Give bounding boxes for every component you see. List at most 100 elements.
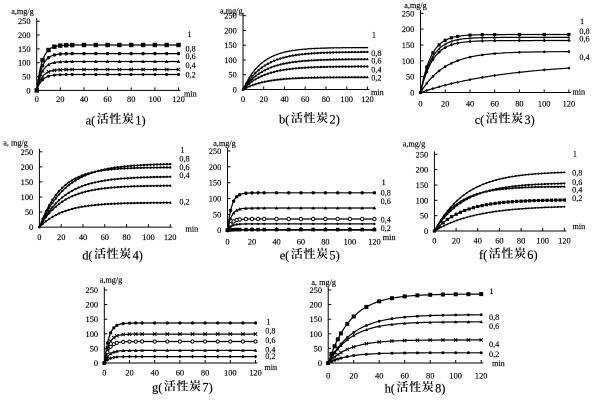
svg-text:0,2: 0,2 <box>179 197 189 206</box>
svg-text:100: 100 <box>536 237 549 246</box>
svg-text:40: 40 <box>79 233 87 242</box>
svg-text:1: 1 <box>382 178 386 187</box>
svg-text:60: 60 <box>103 95 111 104</box>
svg-text:d(: d( <box>82 248 92 262</box>
svg-text:min: min <box>383 233 396 242</box>
svg-text:0,8: 0,8 <box>381 188 391 197</box>
svg-text:150: 150 <box>309 315 322 324</box>
svg-text:20: 20 <box>452 237 460 246</box>
svg-text:a,mg/g: a,mg/g <box>403 140 426 149</box>
svg-text:250: 250 <box>18 17 31 26</box>
svg-text:100: 100 <box>149 95 162 104</box>
svg-text:50: 50 <box>228 71 236 80</box>
svg-text:60: 60 <box>401 372 409 381</box>
svg-text:50: 50 <box>25 208 33 217</box>
svg-text:1: 1 <box>372 30 376 39</box>
svg-text:0,4: 0,4 <box>489 340 499 349</box>
svg-text:150: 150 <box>18 45 31 54</box>
svg-text:120: 120 <box>368 237 381 246</box>
svg-text:0,6: 0,6 <box>371 57 381 66</box>
svg-text:0,6: 0,6 <box>489 322 499 331</box>
svg-text:250: 250 <box>86 286 99 295</box>
svg-text:0: 0 <box>217 226 221 235</box>
svg-text:0: 0 <box>26 86 30 95</box>
svg-text:50: 50 <box>213 210 221 219</box>
svg-text:100: 100 <box>18 59 31 68</box>
svg-text:150: 150 <box>209 179 222 188</box>
svg-text:min: min <box>186 225 199 234</box>
svg-text:200: 200 <box>402 25 415 34</box>
svg-text:120: 120 <box>249 369 262 378</box>
svg-text:50: 50 <box>314 344 322 353</box>
svg-text:50: 50 <box>406 73 414 82</box>
svg-text:60: 60 <box>491 99 499 108</box>
svg-text:80: 80 <box>127 95 135 104</box>
svg-text:0,2: 0,2 <box>186 71 196 80</box>
svg-text:8): 8) <box>435 382 445 396</box>
svg-text:1: 1 <box>180 146 184 155</box>
svg-text:100: 100 <box>416 196 429 205</box>
svg-text:0,6: 0,6 <box>572 178 582 187</box>
svg-text:100: 100 <box>224 56 237 65</box>
svg-text:200: 200 <box>209 163 222 172</box>
svg-text:150: 150 <box>21 178 34 187</box>
svg-text:1: 1 <box>490 287 494 296</box>
svg-text:40: 40 <box>280 95 288 104</box>
svg-text:0,6: 0,6 <box>186 52 196 61</box>
svg-text:200: 200 <box>21 163 34 172</box>
svg-text:a,mg/g: a,mg/g <box>11 7 34 16</box>
svg-text:200: 200 <box>309 301 322 310</box>
svg-text:60: 60 <box>176 369 184 378</box>
svg-text:0,8: 0,8 <box>579 27 589 36</box>
svg-text:5): 5) <box>329 248 339 262</box>
svg-text:0,4: 0,4 <box>179 171 189 180</box>
svg-text:100: 100 <box>86 330 99 339</box>
svg-text:0,4: 0,4 <box>371 65 381 74</box>
svg-text:40: 40 <box>466 99 474 108</box>
svg-text:1): 1) <box>135 113 145 127</box>
svg-text:0,2: 0,2 <box>381 224 391 233</box>
svg-text:min: min <box>573 222 586 231</box>
svg-text:6): 6) <box>527 248 537 262</box>
svg-text:100: 100 <box>538 99 551 108</box>
svg-text:80: 80 <box>426 372 434 381</box>
svg-text:0: 0 <box>29 223 33 232</box>
svg-text:a, mg/g: a, mg/g <box>3 139 28 148</box>
svg-text:200: 200 <box>86 301 99 310</box>
svg-text:20: 20 <box>350 372 358 381</box>
svg-text:60: 60 <box>301 95 309 104</box>
svg-text:0,4: 0,4 <box>265 346 275 355</box>
svg-text:250: 250 <box>209 147 222 156</box>
svg-text:c(: c( <box>475 113 485 127</box>
svg-text:1: 1 <box>188 30 192 39</box>
svg-text:1: 1 <box>266 318 270 327</box>
svg-text:0,2: 0,2 <box>572 194 582 203</box>
svg-text:f(: f( <box>479 248 487 262</box>
svg-text:250: 250 <box>224 12 237 21</box>
svg-text:50: 50 <box>22 73 30 82</box>
svg-text:60: 60 <box>297 237 305 246</box>
svg-text:120: 120 <box>361 95 374 104</box>
svg-text:4): 4) <box>133 248 143 262</box>
svg-text:100: 100 <box>402 57 415 66</box>
svg-text:60: 60 <box>495 237 503 246</box>
svg-text:min: min <box>264 363 277 372</box>
svg-text:250: 250 <box>21 148 34 157</box>
svg-text:0: 0 <box>326 372 330 381</box>
svg-text:g(: g( <box>152 381 162 395</box>
svg-text:120: 120 <box>172 95 185 104</box>
svg-text:0,8: 0,8 <box>572 168 582 177</box>
svg-text:0,8: 0,8 <box>179 154 189 163</box>
svg-text:80: 80 <box>322 95 330 104</box>
svg-text:a,mg/g: a,mg/g <box>100 276 123 285</box>
svg-text:3): 3) <box>524 113 534 127</box>
svg-text:a,mg/g: a,mg/g <box>220 6 243 15</box>
svg-text:0: 0 <box>102 369 106 378</box>
svg-text:40: 40 <box>272 237 280 246</box>
svg-text:0,6: 0,6 <box>179 163 189 172</box>
svg-text:min: min <box>492 359 505 368</box>
svg-text:100: 100 <box>209 195 222 204</box>
svg-text:80: 80 <box>517 237 525 246</box>
svg-text:a(: a( <box>86 113 96 127</box>
svg-text:20: 20 <box>248 237 256 246</box>
